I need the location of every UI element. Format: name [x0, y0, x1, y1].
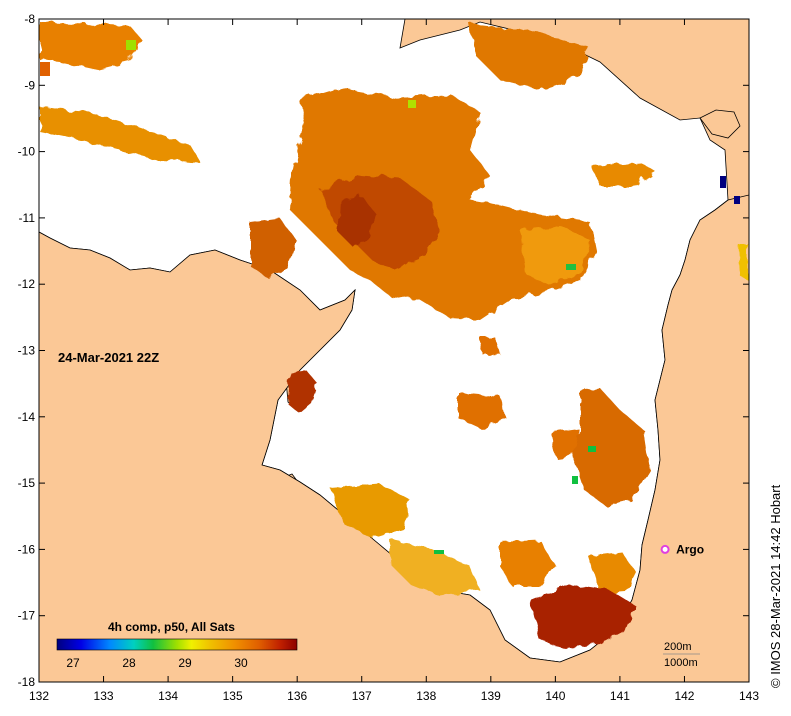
sst-patch [288, 370, 318, 414]
imos-credit: © IMOS 28-Mar-2021 14:42 Hobart [768, 484, 783, 688]
sst-patch [530, 584, 636, 648]
argo-float-marker[interactable]: Argo [660, 542, 705, 556]
lat-tick-label: -13 [18, 344, 36, 358]
colorbar [56, 638, 298, 651]
lat-tick-label: -14 [18, 410, 36, 424]
lon-tick-label: 135 [223, 689, 243, 703]
argo-label: Argo [676, 542, 704, 556]
lat-tick-label: -18 [18, 675, 36, 689]
sst-patch [250, 218, 296, 280]
legend-tick: 30 [234, 656, 248, 670]
southern-land-lobe [39, 195, 749, 682]
sst-patch [592, 162, 656, 186]
sst-patch [390, 540, 480, 596]
sst-patch [338, 196, 376, 246]
legend-tick: 29 [178, 656, 192, 670]
sst-patch [458, 392, 506, 428]
sst-patch [40, 22, 142, 70]
legend-title: 4h comp, p50, All Sats [108, 620, 235, 634]
contour-200m: 200m [664, 641, 692, 653]
lon-tick-label: 141 [610, 689, 630, 703]
sst-patch [290, 88, 596, 320]
sst-patch [574, 388, 650, 506]
lat-tick-label: -15 [18, 476, 36, 490]
legend-tick: 28 [122, 656, 136, 670]
map-frame: Argo 24-Mar-2021 22Z 4h comp, p50, All S… [39, 19, 749, 682]
cape-york-tip [699, 109, 741, 139]
lat-tick-label: -17 [18, 609, 36, 623]
lat-tick-label: -9 [24, 78, 35, 92]
sst-patch [330, 484, 410, 538]
sst-patch [500, 540, 556, 586]
legend-tick: 27 [66, 656, 80, 670]
sst-data-layer [40, 22, 748, 648]
sst-patch [738, 244, 748, 280]
sst-patch [480, 338, 500, 356]
lon-tick-label: 142 [674, 689, 694, 703]
contour-1000m: 1000m [664, 657, 698, 669]
sst-cool-specks [40, 40, 740, 554]
lat-tick-label: -16 [18, 542, 36, 556]
lat-tick-label: -10 [18, 145, 36, 159]
lon-tick-label: 140 [545, 689, 565, 703]
depth-contour-key: 200m 1000m [663, 641, 700, 669]
latitude-axis: -8 -9 -10 -11 -12 -13 -14 -15 -16 -17 -18 [18, 12, 749, 689]
lat-tick-label: -12 [18, 277, 36, 291]
lat-tick-label: -11 [19, 211, 36, 225]
sst-patch [550, 428, 582, 458]
sst-patch [588, 552, 636, 594]
lon-tick-label: 132 [29, 689, 49, 703]
sst-patch [40, 108, 200, 162]
lon-tick-label: 139 [481, 689, 501, 703]
lat-tick-label: -8 [24, 12, 35, 26]
lon-tick-label: 136 [287, 689, 307, 703]
lon-tick-label: 134 [158, 689, 178, 703]
sst-patch [470, 24, 590, 90]
lon-tick-label: 137 [352, 689, 372, 703]
longitude-axis: 132 133 134 135 136 137 138 139 140 141 142 143 [29, 19, 759, 703]
lon-tick-label: 138 [416, 689, 436, 703]
lon-tick-label: 143 [739, 689, 759, 703]
colorbar-legend: 4h comp, p50, All Sats 27 28 29 30 [56, 620, 298, 670]
sst-patch [520, 226, 590, 286]
timestamp-label: 24-Mar-2021 22Z [58, 350, 159, 365]
lon-tick-label: 133 [94, 689, 114, 703]
